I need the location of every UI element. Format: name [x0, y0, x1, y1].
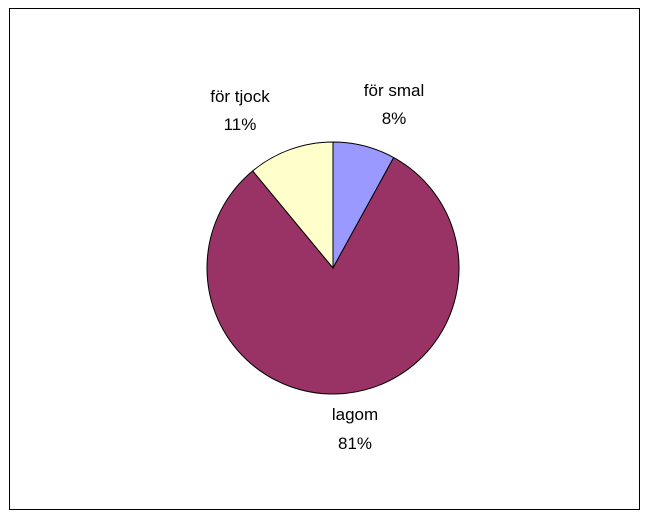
pie-slice-lagom — [206, 156, 460, 395]
slice-percent-label: 8% — [382, 109, 407, 128]
slice-label: för tjock — [210, 87, 270, 106]
slice-percent-label: 11% — [224, 115, 257, 134]
pie-slice-för-tjock — [251, 141, 334, 270]
slice-label: för smal — [364, 81, 424, 100]
slice-percent-label: 81% — [338, 434, 372, 453]
slice-label: lagom — [332, 405, 378, 424]
